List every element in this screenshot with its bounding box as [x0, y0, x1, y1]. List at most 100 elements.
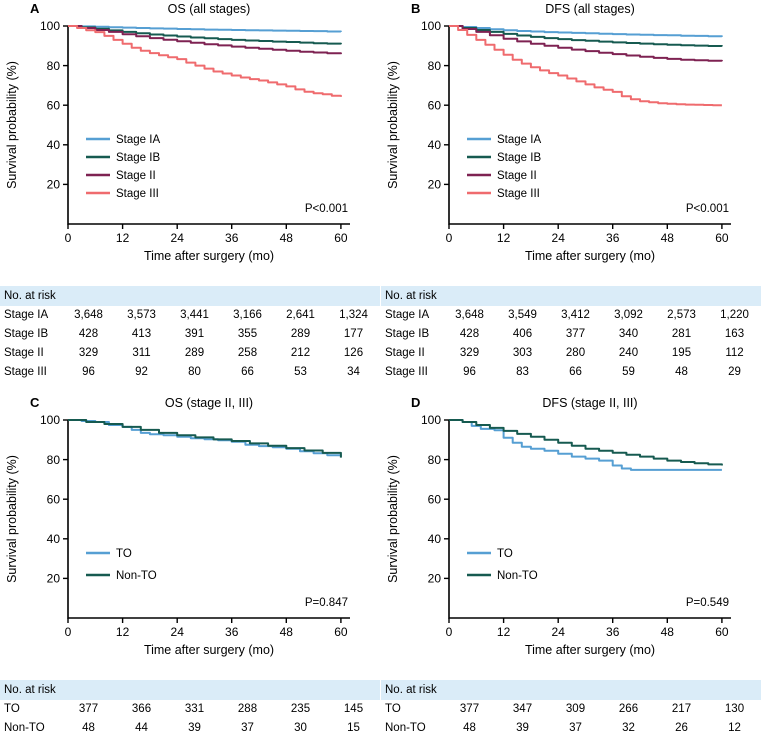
risk-table-row: TO 377 347 309 266 217 130 — [381, 700, 761, 719]
legend-label: TO — [497, 548, 513, 560]
risk-table-row: Stage II 329 303 280 240 195 112 — [381, 344, 761, 363]
legend-label: Stage IA — [497, 134, 541, 146]
p-value: P=0.847 — [305, 597, 348, 609]
panel-b-km-chart: 20 40 60 80 100 0 12 24 36 48 60 Survival probabili… — [386, 19, 731, 263]
x-tick-label: 24 — [171, 231, 185, 245]
risk-count: 48 — [675, 366, 688, 378]
panel-a-letter: A — [30, 1, 40, 16]
y-tick-label: 60 — [428, 98, 442, 112]
risk-count: 235 — [290, 703, 311, 715]
panel-c: C OS (stage II, III) 20 40 60 80 100 0 12 24 36 4… — [0, 394, 380, 738]
legend-label: Stage IA — [116, 134, 160, 146]
x-tick-label: 24 — [171, 625, 185, 639]
risk-count: 240 — [618, 347, 639, 359]
risk-count: 377 — [78, 703, 99, 715]
risk-count: 2,573 — [667, 309, 696, 321]
risk-count: 126 — [343, 347, 364, 359]
p-value: P<0.001 — [686, 203, 729, 215]
risk-count: 3,648 — [74, 309, 103, 321]
panel-a-header: A OS (all stages) — [0, 0, 380, 18]
risk-row-label: Stage IA — [4, 309, 49, 321]
risk-count: 112 — [725, 347, 744, 359]
risk-count: 377 — [459, 703, 480, 715]
km-curve-stage-ia — [68, 25, 342, 33]
risk-count: 48 — [463, 722, 476, 734]
y-tick-label: 80 — [47, 453, 61, 467]
risk-count: 3,166 — [233, 309, 262, 321]
y-tick-label: 40 — [428, 138, 442, 152]
risk-count: 303 — [512, 347, 533, 359]
panel-c-km-chart: 20 40 60 80 100 0 12 24 36 48 60 Survival probabili… — [5, 413, 350, 657]
legend-label: Stage II — [116, 170, 156, 182]
risk-count: 163 — [724, 328, 745, 340]
risk-count: 289 — [184, 347, 205, 359]
x-axis-label: Time after surgery (mo) — [144, 643, 274, 657]
legend-label: Stage III — [497, 188, 540, 200]
risk-count: 331 — [184, 703, 205, 715]
risk-count: 96 — [82, 366, 95, 378]
axes — [448, 26, 731, 225]
x-tick-label: 12 — [497, 231, 511, 245]
y-tick-label: 80 — [428, 453, 442, 467]
panel-a-risk-table: No. at risk Stage IA 3,648 3,573 3,441 3,166 2… — [0, 286, 380, 382]
risk-count: 3,441 — [180, 309, 209, 321]
legend-label: Stage II — [497, 170, 537, 182]
risk-count: 3,412 — [561, 309, 590, 321]
panel-d-letter: D — [411, 395, 421, 410]
risk-count: 413 — [131, 328, 152, 340]
x-tick-label: 48 — [280, 231, 294, 245]
panel-d-title: DFS (stage II, III) — [542, 396, 638, 410]
x-axis-label: Time after surgery (mo) — [144, 249, 274, 263]
panel-d: D DFS (stage II, III) 20 40 60 80 100 0 12 24 36… — [381, 394, 761, 738]
risk-count: 30 — [294, 722, 307, 734]
risk-count: 96 — [463, 366, 476, 378]
y-axis-label: Survival probability (%) — [5, 61, 19, 189]
x-tick-label: 60 — [715, 625, 729, 639]
x-tick-label: 36 — [606, 231, 620, 245]
x-tick-label: 0 — [446, 231, 453, 245]
risk-count: 3,549 — [508, 309, 537, 321]
risk-table-header: No. at risk — [0, 680, 380, 700]
legend-label: Non-TO — [497, 570, 538, 582]
y-tick-label: 80 — [47, 59, 61, 73]
risk-count: 288 — [237, 703, 258, 715]
legend-label: Stage IB — [497, 152, 541, 164]
risk-count: 3,648 — [455, 309, 484, 321]
y-tick-label: 20 — [47, 178, 61, 192]
y-axis-label: Survival probability (%) — [386, 455, 400, 583]
km-curve-stage-ii — [68, 25, 342, 55]
x-tick-label: 36 — [225, 625, 239, 639]
y-axis-label: Survival probability (%) — [5, 455, 19, 583]
panel-b-risk-table: No. at risk Stage IA 3,648 3,549 3,412 3,092 2… — [381, 286, 761, 382]
risk-count: 366 — [131, 703, 152, 715]
risk-table-row: TO 377 366 331 288 235 145 — [0, 700, 380, 719]
x-tick-label: 0 — [446, 625, 453, 639]
risk-count: 145 — [343, 703, 364, 715]
risk-table-row: Stage IA 3,648 3,549 3,412 3,092 2,573 1,220 — [381, 306, 761, 325]
risk-count: 1,220 — [720, 309, 749, 321]
risk-count: 44 — [135, 722, 148, 734]
panel-c-title: OS (stage II, III) — [164, 396, 254, 410]
km-curve-stage-iii — [449, 25, 722, 107]
x-tick-label: 60 — [334, 231, 348, 245]
x-tick-label: 24 — [552, 625, 566, 639]
risk-table-header: No. at risk — [381, 680, 761, 700]
y-tick-label: 60 — [47, 492, 61, 506]
risk-row-label: Stage II — [385, 347, 425, 359]
x-tick-label: 0 — [65, 231, 72, 245]
risk-count: 130 — [724, 703, 745, 715]
risk-count: 428 — [78, 328, 99, 340]
risk-count: 29 — [728, 366, 741, 378]
risk-row-label: TO — [4, 703, 20, 715]
risk-row-label: Stage IB — [4, 328, 49, 340]
x-tick-label: 12 — [116, 231, 130, 245]
risk-row-label: TO — [385, 703, 401, 715]
risk-count: 39 — [516, 722, 529, 734]
risk-count: 1,324 — [339, 309, 368, 321]
risk-count: 355 — [237, 328, 258, 340]
risk-count: 329 — [459, 347, 480, 359]
panel-a-title: OS (all stages) — [167, 2, 251, 16]
x-tick-label: 60 — [715, 231, 729, 245]
risk-table-header: No. at risk — [0, 286, 380, 306]
